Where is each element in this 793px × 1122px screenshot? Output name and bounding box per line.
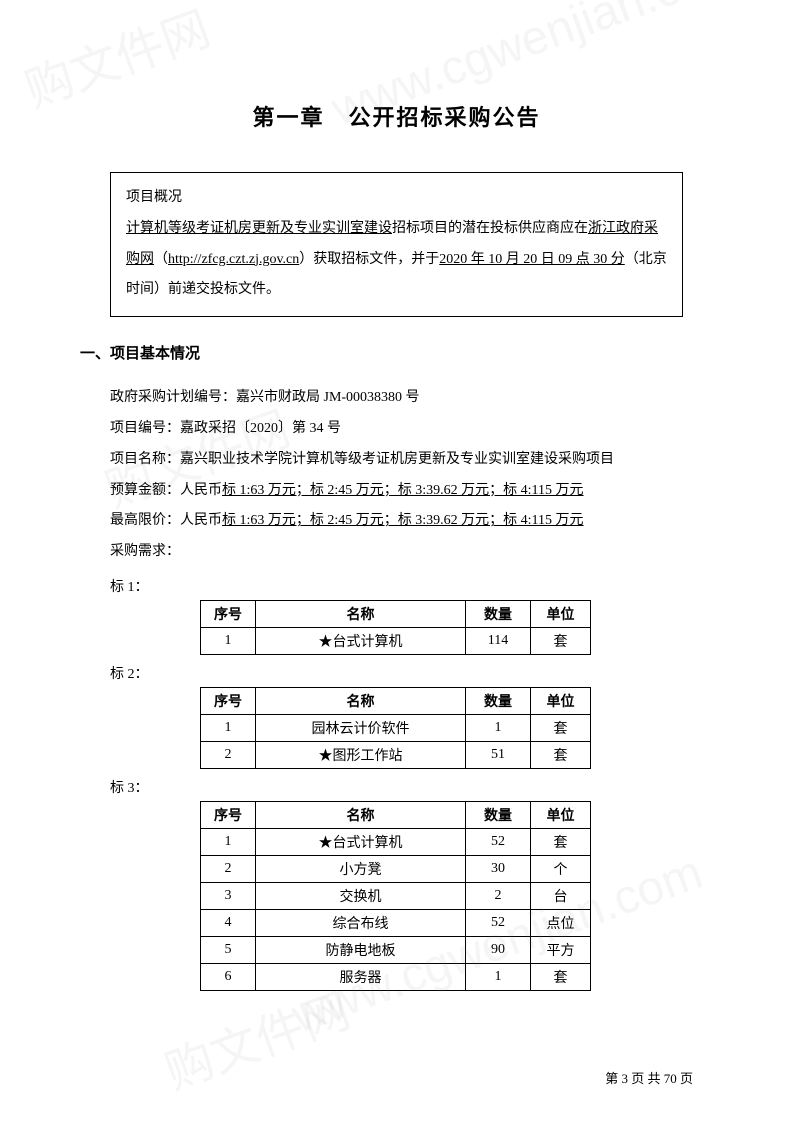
- proj-no-value: 嘉政采招〔2020〕第 34 号: [180, 421, 341, 436]
- col-qty: 数量: [466, 600, 531, 627]
- chapter-title: 第一章 公开招标采购公告: [80, 100, 713, 132]
- summary-body: 计算机等级考证机房更新及专业实训室建设招标项目的潜在投标供应商应在浙江政府采购网…: [126, 214, 667, 306]
- cell-qty: 1: [466, 963, 531, 990]
- cell-name: ★图形工作站: [256, 741, 466, 768]
- cell-seq: 2: [201, 855, 256, 882]
- max-value: 标 1:63 万元；标 2:45 万元；标 3:39.62 万元；标 4:115…: [222, 513, 584, 528]
- table-header-row: 序号 名称 数量 单位: [201, 600, 591, 627]
- max-price-line: 最高限价：人民币标 1:63 万元；标 2:45 万元；标 3:39.62 万元…: [110, 506, 713, 537]
- section-1-heading: 一、项目基本情况: [80, 342, 713, 363]
- cell-unit: 个: [531, 855, 591, 882]
- col-seq: 序号: [201, 600, 256, 627]
- col-name: 名称: [256, 600, 466, 627]
- bid2-label: 标 2：: [110, 663, 713, 683]
- cell-seq: 1: [201, 828, 256, 855]
- bid3-table: 序号 名称 数量 单位 1 ★台式计算机 52 套 2 小方凳 30 个 3 交…: [200, 801, 591, 991]
- cell-unit: 台: [531, 882, 591, 909]
- cell-qty: 90: [466, 936, 531, 963]
- cell-unit: 套: [531, 741, 591, 768]
- cell-name: ★台式计算机: [256, 627, 466, 654]
- summary-url: http://zfcg.czt.zj.gov.cn: [168, 252, 299, 267]
- bid2-table: 序号 名称 数量 单位 1 园林云计价软件 1 套 2 ★图形工作站 51 套: [200, 687, 591, 769]
- project-summary-box: 项目概况 计算机等级考证机房更新及专业实训室建设招标项目的潜在投标供应商应在浙江…: [110, 172, 683, 317]
- table-row: 1 ★台式计算机 52 套: [201, 828, 591, 855]
- budget-label: 预算金额：人民币: [110, 483, 222, 498]
- col-name: 名称: [256, 801, 466, 828]
- cell-seq: 1: [201, 627, 256, 654]
- cell-name: 防静电地板: [256, 936, 466, 963]
- table-row: 2 ★图形工作站 51 套: [201, 741, 591, 768]
- plan-number-line: 政府采购计划编号：嘉兴市财政局 JM-00038380 号: [110, 383, 713, 414]
- table-row: 1 园林云计价软件 1 套: [201, 714, 591, 741]
- cell-qty: 2: [466, 882, 531, 909]
- cell-seq: 3: [201, 882, 256, 909]
- table-header-row: 序号 名称 数量 单位: [201, 687, 591, 714]
- summary-text: 招标项目的潜在投标供应商应在: [392, 221, 588, 236]
- cell-unit: 平方: [531, 936, 591, 963]
- summary-after-url: ）获取招标文件，并于: [299, 252, 439, 267]
- cell-seq: 2: [201, 741, 256, 768]
- table-row: 6 服务器 1 套: [201, 963, 591, 990]
- summary-paren: （: [154, 252, 168, 267]
- proj-no-label: 项目编号：: [110, 421, 180, 436]
- table-row: 1 ★台式计算机 114 套: [201, 627, 591, 654]
- project-number-line: 项目编号：嘉政采招〔2020〕第 34 号: [110, 414, 713, 445]
- proj-name-value: 嘉兴职业技术学院计算机等级考证机房更新及专业实训室建设采购项目: [180, 452, 614, 467]
- cell-qty: 114: [466, 627, 531, 654]
- cell-qty: 30: [466, 855, 531, 882]
- col-unit: 单位: [531, 600, 591, 627]
- cell-qty: 52: [466, 828, 531, 855]
- col-seq: 序号: [201, 687, 256, 714]
- proj-name-label: 项目名称：: [110, 452, 180, 467]
- watermark: 购文件网: [154, 971, 358, 1102]
- bid3-label: 标 3：: [110, 777, 713, 797]
- page-footer: 第 3 页 共 70 页: [605, 1068, 693, 1087]
- cell-name: 交换机: [256, 882, 466, 909]
- cell-name: 园林云计价软件: [256, 714, 466, 741]
- summary-heading: 项目概况: [126, 183, 667, 214]
- budget-line: 预算金额：人民币标 1:63 万元；标 2:45 万元；标 3:39.62 万元…: [110, 476, 713, 507]
- col-qty: 数量: [466, 687, 531, 714]
- cell-unit: 套: [531, 627, 591, 654]
- cell-name: 服务器: [256, 963, 466, 990]
- max-label: 最高限价：人民币: [110, 513, 222, 528]
- summary-project-name: 计算机等级考证机房更新及专业实训室建设: [126, 221, 392, 236]
- demand-label: 采购需求：: [110, 537, 713, 568]
- cell-name: 小方凳: [256, 855, 466, 882]
- cell-qty: 1: [466, 714, 531, 741]
- bid1-label: 标 1：: [110, 576, 713, 596]
- cell-seq: 5: [201, 936, 256, 963]
- table-row: 4 综合布线 52 点位: [201, 909, 591, 936]
- col-seq: 序号: [201, 801, 256, 828]
- col-unit: 单位: [531, 801, 591, 828]
- table-row: 3 交换机 2 台: [201, 882, 591, 909]
- plan-no-label: 政府采购计划编号：: [110, 390, 236, 405]
- project-name-line: 项目名称：嘉兴职业技术学院计算机等级考证机房更新及专业实训室建设采购项目: [110, 445, 713, 476]
- cell-seq: 1: [201, 714, 256, 741]
- cell-qty: 51: [466, 741, 531, 768]
- col-name: 名称: [256, 687, 466, 714]
- cell-unit: 套: [531, 828, 591, 855]
- table-row: 2 小方凳 30 个: [201, 855, 591, 882]
- cell-unit: 套: [531, 963, 591, 990]
- summary-date: 2020 年 10 月 20 日 09 点 30 分: [439, 252, 625, 267]
- cell-unit: 套: [531, 714, 591, 741]
- table-row: 5 防静电地板 90 平方: [201, 936, 591, 963]
- cell-qty: 52: [466, 909, 531, 936]
- cell-name: ★台式计算机: [256, 828, 466, 855]
- cell-seq: 6: [201, 963, 256, 990]
- cell-name: 综合布线: [256, 909, 466, 936]
- plan-no-value: 嘉兴市财政局 JM-00038380 号: [236, 390, 420, 405]
- table-header-row: 序号 名称 数量 单位: [201, 801, 591, 828]
- col-qty: 数量: [466, 801, 531, 828]
- bid1-table: 序号 名称 数量 单位 1 ★台式计算机 114 套: [200, 600, 591, 655]
- budget-value: 标 1:63 万元；标 2:45 万元；标 3:39.62 万元；标 4:115…: [222, 483, 584, 498]
- cell-seq: 4: [201, 909, 256, 936]
- col-unit: 单位: [531, 687, 591, 714]
- cell-unit: 点位: [531, 909, 591, 936]
